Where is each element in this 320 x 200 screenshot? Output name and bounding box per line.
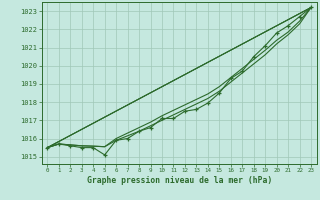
X-axis label: Graphe pression niveau de la mer (hPa): Graphe pression niveau de la mer (hPa): [87, 176, 272, 185]
